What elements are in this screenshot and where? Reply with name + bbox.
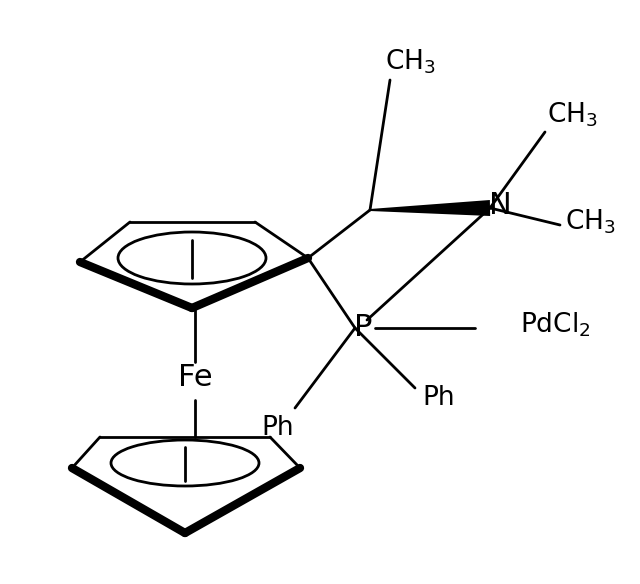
Text: CH$_3$: CH$_3$	[385, 48, 435, 77]
Text: N: N	[488, 190, 511, 220]
Text: Ph: Ph	[262, 415, 294, 441]
Text: CH$_3$: CH$_3$	[547, 101, 597, 129]
Text: P: P	[354, 314, 372, 342]
Text: PdCl$_2$: PdCl$_2$	[520, 311, 591, 339]
Text: Fe: Fe	[178, 363, 212, 392]
Text: Ph: Ph	[422, 385, 454, 411]
Polygon shape	[370, 200, 490, 216]
Text: CH$_3$: CH$_3$	[564, 208, 616, 237]
